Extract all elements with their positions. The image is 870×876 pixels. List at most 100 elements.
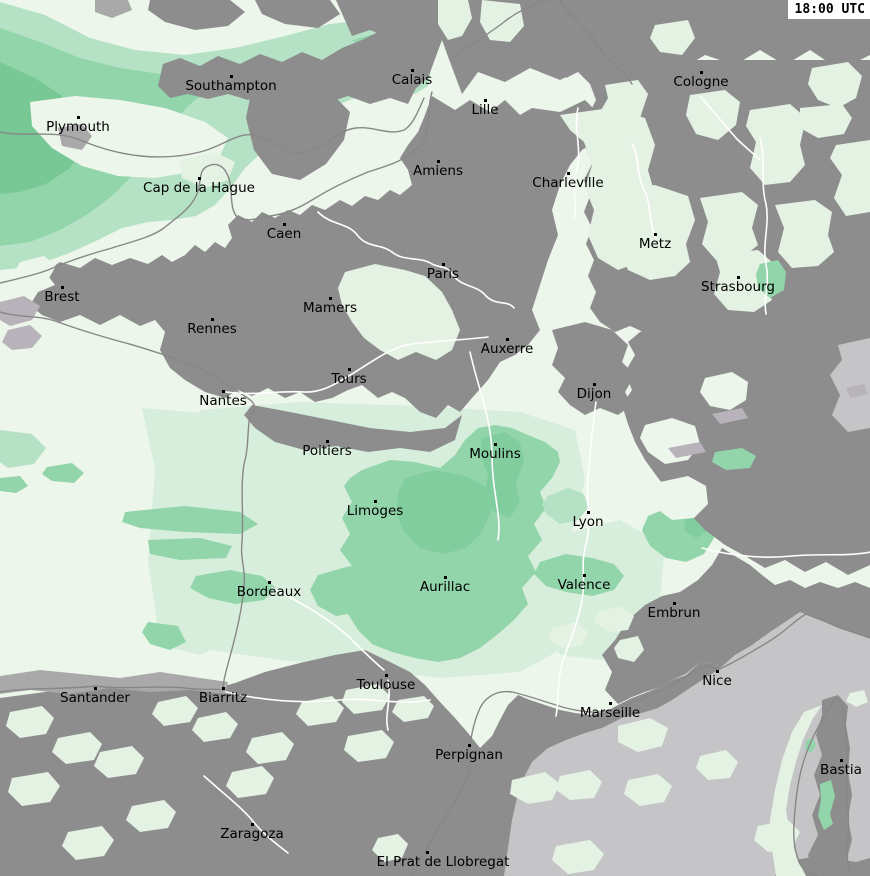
city-label: Moulins (469, 446, 521, 462)
cloud-area (255, 0, 340, 28)
rain-area-alps (712, 448, 756, 470)
city-dot (426, 851, 429, 854)
city-label: El Prat de Llobregat (376, 854, 510, 870)
city-label: Aurillac (419, 579, 471, 595)
city-label: Bordeaux (236, 584, 302, 600)
clear-area-hague (180, 152, 235, 188)
city-label: Marseille (579, 705, 641, 721)
clear-area (94, 746, 144, 778)
city-label: Embrun (647, 605, 701, 621)
cloud-area (95, 0, 132, 18)
sea-cloud-area (846, 384, 868, 398)
clear-area (0, 430, 46, 468)
cloud-area (58, 124, 92, 150)
cloud-area-po (830, 338, 870, 432)
cloud-area-poitiers (244, 405, 462, 452)
rain-area-strasbourg (756, 260, 786, 298)
clear-area (746, 104, 806, 185)
city-dot (442, 263, 445, 266)
rain-area (142, 622, 186, 650)
clear-area (62, 826, 114, 860)
rain-area (122, 506, 258, 534)
city-dot (737, 276, 740, 279)
city-label: Mamers (303, 300, 357, 316)
city-dot (840, 759, 843, 762)
clear-area (126, 800, 176, 832)
clear-area (556, 770, 602, 800)
rain-area (0, 476, 28, 493)
clear-area (52, 732, 102, 764)
coastline-spain-north (0, 685, 224, 693)
city-dot (411, 69, 414, 72)
rain-area-valence (534, 554, 624, 596)
city-label: Paris (426, 266, 460, 282)
city-label: Poitiers (302, 443, 352, 459)
river-germany (559, 0, 633, 85)
river-ebro (203, 775, 289, 854)
city-label: Dijon (576, 386, 612, 402)
city-dot (77, 116, 80, 119)
clear-area (296, 696, 344, 726)
coastline-france-north (0, 91, 433, 284)
rain-area-bordeaux-west (190, 570, 276, 604)
cloud-area-france (30, 96, 600, 418)
rain-area-bordeaux-east (310, 566, 392, 616)
clear-area (226, 766, 274, 798)
clear-area (246, 732, 294, 764)
coastline-netherlands (451, 0, 549, 59)
clear-area (152, 696, 198, 726)
city-dot (593, 383, 596, 386)
cloud-area-england (336, 0, 870, 94)
city-label: Biarritz (198, 690, 248, 706)
city-dot (484, 99, 487, 102)
city-dot (94, 687, 97, 690)
border-belgium (699, 95, 761, 161)
city-dot (506, 338, 509, 341)
city-label: Santander (60, 690, 130, 706)
coastline-corsica (793, 696, 850, 876)
city-label: Lille (471, 102, 499, 118)
cloud-area-provence (602, 548, 870, 704)
city-dot (654, 233, 657, 236)
clear-area (342, 684, 390, 714)
clear-area (192, 712, 238, 742)
city-label: Bastia (820, 762, 862, 778)
city-label: Cologne (673, 74, 729, 90)
clear-area (800, 104, 852, 138)
timestamp-badge: 18:00 UTC (787, 0, 870, 19)
city-dot (61, 286, 64, 289)
city-label: Tours (331, 371, 367, 387)
city-dot (494, 443, 497, 446)
rain-area-lyon (542, 488, 588, 524)
city-dot (567, 172, 570, 175)
city-label: Perpignan (435, 747, 503, 763)
clear-area (700, 372, 748, 410)
coastline-england (0, 97, 425, 158)
city-dot (326, 440, 329, 443)
clear-area (372, 834, 408, 862)
rain-area (148, 538, 232, 560)
city-label: Valence (557, 577, 611, 593)
city-dot (716, 670, 719, 673)
river-allier (469, 351, 500, 541)
clear-area (510, 772, 560, 804)
city-label: Rennes (187, 321, 237, 337)
rain-area (42, 463, 84, 483)
city-label: Limoges (346, 503, 404, 519)
clear-area-paris-sw (338, 264, 460, 360)
clear-area (624, 774, 672, 806)
clear-area (614, 636, 644, 662)
city-dot (230, 75, 233, 78)
clear-area (700, 192, 758, 260)
coastline-med (468, 613, 807, 771)
clear-area (8, 772, 60, 806)
city-label: Amiens (412, 163, 464, 179)
rain-area-allier (480, 432, 524, 518)
city-dot (385, 674, 388, 677)
city-dot (348, 368, 351, 371)
city-label: Strasbourg (701, 279, 775, 295)
coastline-spain-east (411, 769, 471, 876)
clear-area-corsica-west (770, 705, 822, 876)
cloud-area-alps (622, 318, 870, 575)
